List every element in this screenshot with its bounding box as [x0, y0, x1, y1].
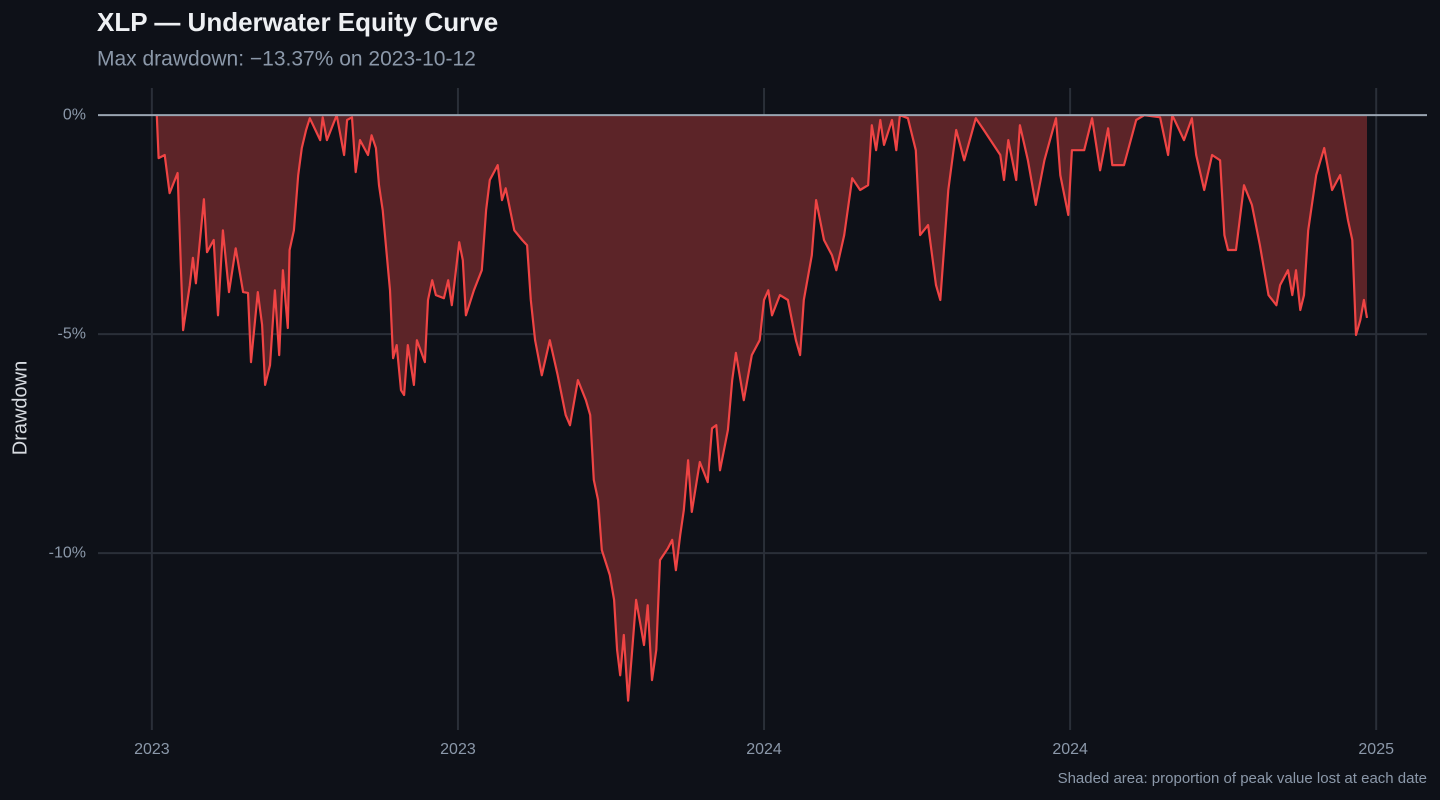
y-tick-label: 0% — [63, 106, 86, 123]
y-axis-label: Drawdown — [9, 361, 31, 455]
chart-title: XLP — Underwater Equity Curve — [97, 7, 498, 37]
x-tick-label: 2023 — [134, 741, 170, 758]
x-tick-label: 2023 — [440, 741, 476, 758]
y-tick-label: -10% — [49, 544, 86, 561]
x-tick-label: 2024 — [746, 741, 782, 758]
y-tick-label: -5% — [58, 325, 86, 342]
x-tick-label: 2025 — [1358, 741, 1394, 758]
drawdown-area — [156, 115, 1367, 701]
chart-note: Shaded area: proportion of peak value lo… — [1058, 770, 1427, 787]
chart-subtitle: Max drawdown: −13.37% on 2023-10-12 — [97, 48, 476, 71]
drawdown-line — [155, 114, 1369, 702]
x-tick-label: 2024 — [1052, 741, 1088, 758]
